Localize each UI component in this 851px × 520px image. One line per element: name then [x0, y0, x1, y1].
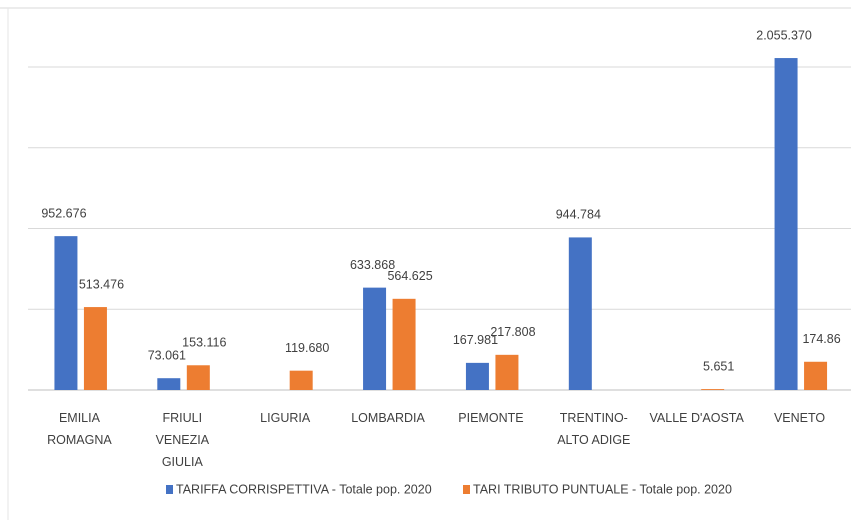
bar: [363, 287, 387, 390]
legend-swatch: [463, 485, 470, 494]
legend-swatch: [166, 485, 173, 494]
data-label: 564.625: [387, 269, 432, 283]
x-tick-label: LOMBARDIA: [351, 411, 425, 425]
x-tick-label: EMILIA ROMAGNA: [47, 411, 112, 447]
legend-label: TARI TRIBUTO PUNTUALE - Totale pop. 2020: [473, 482, 732, 496]
data-label: 174.86: [802, 332, 840, 346]
data-label: 2.055.370: [756, 28, 812, 42]
bar: [701, 389, 725, 390]
bar: [83, 307, 107, 390]
data-label: 952.676: [41, 206, 86, 220]
data-label: 513.476: [79, 277, 124, 291]
x-tick-label: VALLE D'AOSTA: [649, 411, 744, 425]
data-label: 73.061: [148, 348, 186, 362]
bar: [157, 378, 181, 390]
data-label: 167.981: [453, 333, 498, 347]
bar: [392, 298, 416, 390]
data-label: 633.868: [350, 258, 395, 272]
x-tick-label: PIEMONTE: [458, 411, 524, 425]
bar: [568, 237, 592, 390]
bar: [289, 370, 313, 390]
bar: [465, 362, 489, 390]
bar: [804, 361, 828, 390]
data-label: 5.651: [703, 359, 734, 373]
x-tick-label: LIGURIA: [260, 411, 311, 425]
x-tick-label: TRENTINO-ALTO ADIGE: [557, 411, 631, 447]
bar: [186, 365, 210, 390]
data-label: 153.116: [182, 336, 226, 350]
x-tick-label: FRIULI VENEZIA GIULIA: [155, 411, 210, 469]
data-label: 217.808: [490, 325, 535, 339]
x-tick-label: VENETO: [773, 411, 826, 425]
bar: [54, 236, 78, 390]
legend-label: TARIFFA CORRISPETTIVA - Totale pop. 2020: [176, 482, 432, 496]
data-label: 119.680: [285, 341, 329, 355]
bar: [495, 354, 519, 390]
bar: [774, 58, 798, 391]
data-label: 944.784: [556, 208, 601, 222]
